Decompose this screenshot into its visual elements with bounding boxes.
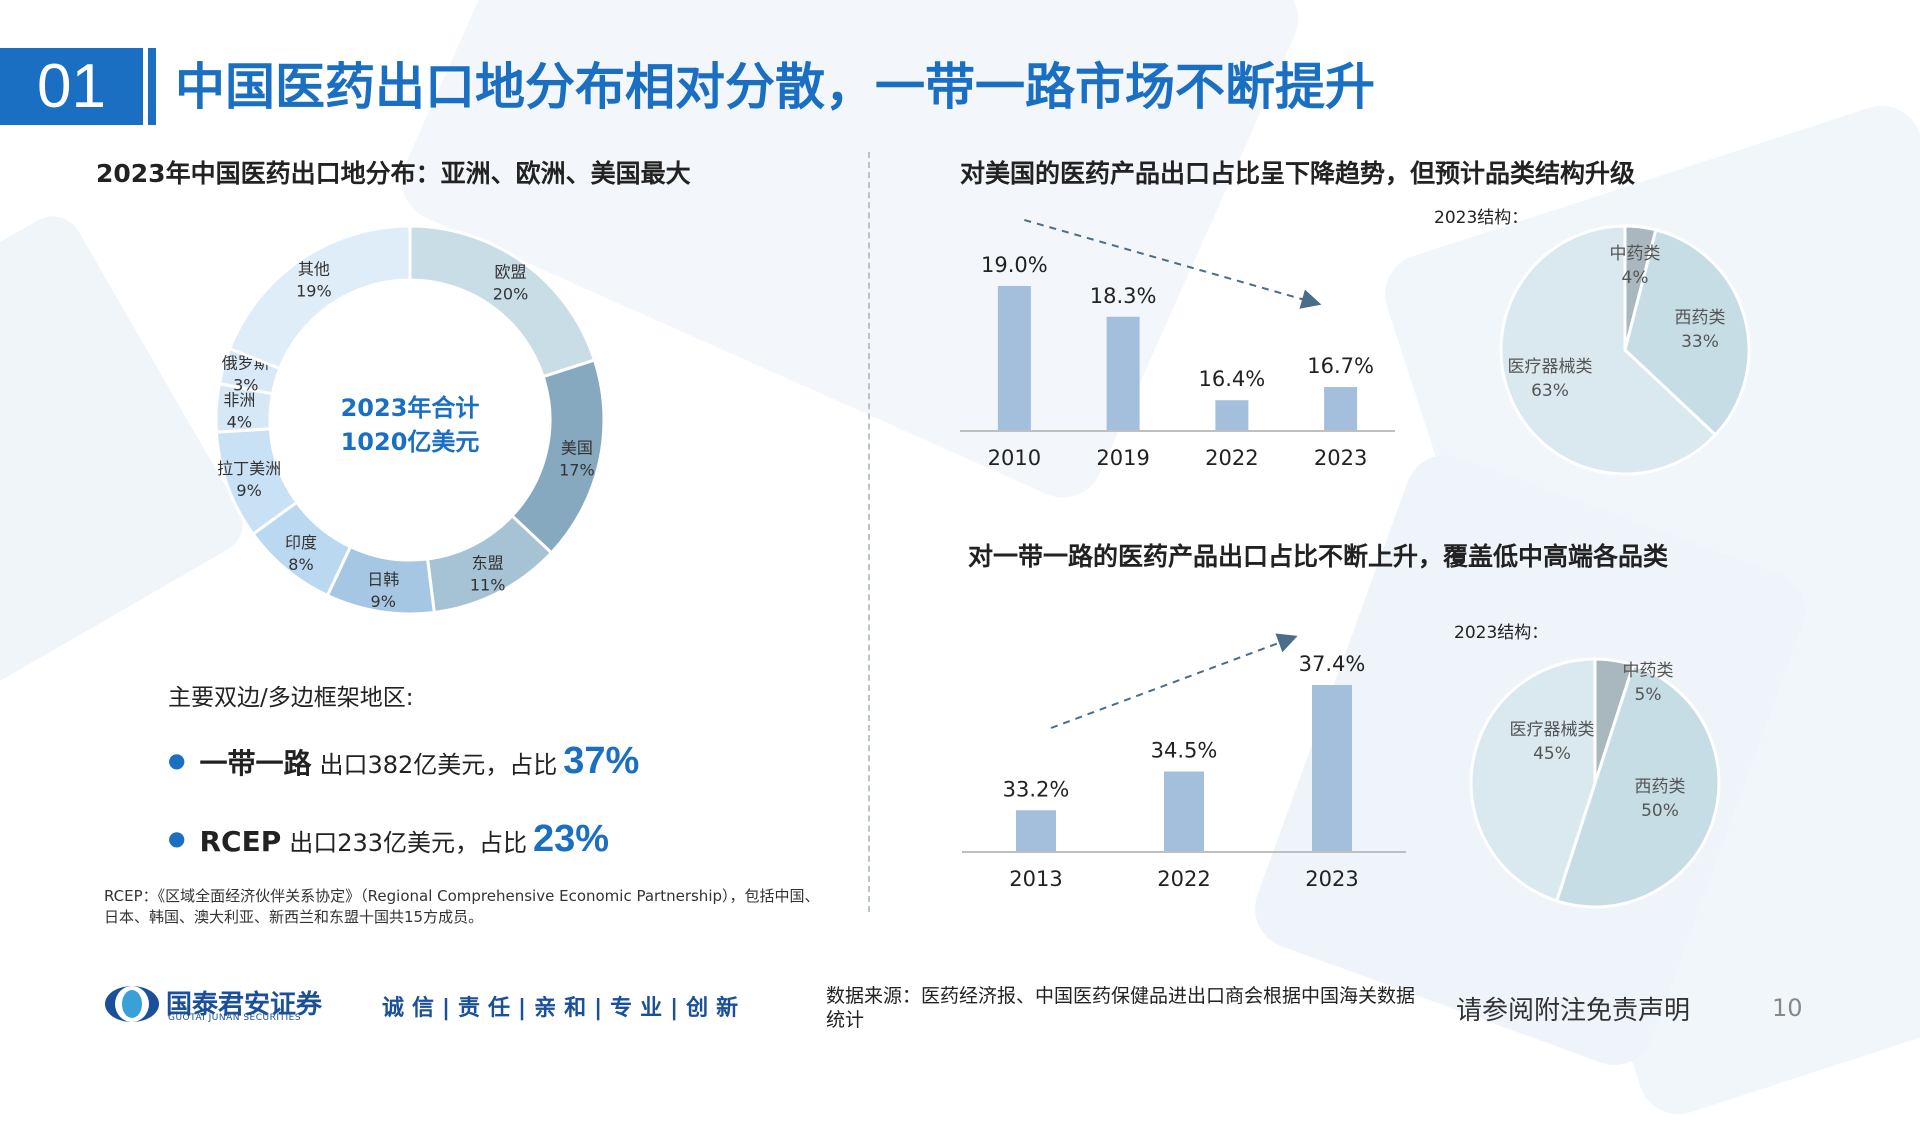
bar-value-label: 18.3% <box>1090 284 1157 308</box>
rcep-footnote: RCEP：《区域全面经济伙伴关系协定》（Regional Comprehensi… <box>104 887 820 926</box>
donut-slice-value: 4% <box>227 412 252 431</box>
title-accent-bar <box>148 48 156 125</box>
us-share-bar-chart: 19.0% 2010 18.3% 2019 16.4% 2022 16.7% 2023 <box>960 219 1395 470</box>
pie-slice-value: 63% <box>1531 381 1569 401</box>
company-slogan: 诚信|责任|亲和|专业|创新 <box>382 996 747 1021</box>
pie-slice-label: 西药类 <box>1675 308 1726 328</box>
bar <box>1106 316 1140 431</box>
pie-slice <box>1499 224 1718 476</box>
trend-arrow <box>1024 219 1322 309</box>
donut-slice-label: 欧盟 <box>495 263 527 282</box>
bullet-dot: ● <box>168 826 186 850</box>
x-tick-label: 2022 <box>1157 867 1210 891</box>
donut-slice-label: 非洲 <box>223 390 255 409</box>
bar <box>1324 387 1358 431</box>
pie-slice-value: 5% <box>1635 685 1662 705</box>
brand-name-english: GUOTAI JUNAN SECURITIES <box>168 1013 302 1023</box>
pie-slice-value: 45% <box>1533 744 1571 764</box>
framework-item-belt-road: ● 一带一路 出口382亿美元，占比 37% <box>168 740 639 783</box>
donut-center-total-value: 1020亿美元 <box>341 428 480 456</box>
bar <box>1016 810 1056 852</box>
bar <box>1164 771 1204 852</box>
bar-value-label: 37.4% <box>1299 652 1366 676</box>
company-logo-icon <box>105 986 159 1022</box>
brand-name: 国泰君安证券 <box>166 990 323 1020</box>
page-number: 10 <box>1772 994 1803 1022</box>
x-tick-label: 2019 <box>1096 446 1149 470</box>
pie-slice-value: 50% <box>1641 801 1679 821</box>
pie-slice-value: 4% <box>1622 268 1649 288</box>
framework-percent: 23% <box>533 818 610 860</box>
bar <box>1312 685 1352 852</box>
framework-text: 出口233亿美元，占比 <box>289 829 528 857</box>
donut-slice-value: 9% <box>371 592 396 611</box>
donut-slice-label: 拉丁美洲 <box>217 459 281 478</box>
data-source: 数据来源：医药经济报、中国医药保健品进出口商会根据中国海关数据统计 <box>826 985 1416 1031</box>
x-tick-label: 2022 <box>1205 446 1258 470</box>
framework-name: RCEP <box>199 825 282 858</box>
donut-slice-label: 日韩 <box>367 570 399 589</box>
donut-slice-value: 9% <box>236 481 261 500</box>
bar <box>997 286 1031 431</box>
destinations-donut-chart: 欧盟20%美国17%东盟11%日韩9%印度8%拉丁美洲9%非洲4%俄罗斯3%其他… <box>214 224 606 616</box>
framework-name: 一带一路 <box>199 747 312 780</box>
pie-slice <box>1623 228 1751 438</box>
us-chart-title: 对美国的医药产品出口占比呈下降趋势，但预计品类结构升级 <box>960 159 1636 188</box>
donut-slice-label: 其他 <box>298 260 330 279</box>
pie-slice-label: 医疗器械类 <box>1510 720 1595 740</box>
pie-slice <box>1469 657 1597 903</box>
donut-slice-label: 东盟 <box>472 553 504 572</box>
x-tick-label: 2013 <box>1009 867 1062 891</box>
x-tick-label: 2023 <box>1314 446 1367 470</box>
pie-slice-label: 中药类 <box>1623 661 1674 681</box>
x-tick-label: 2023 <box>1305 867 1358 891</box>
donut-slice-value: 8% <box>288 555 313 574</box>
donut-slice-value: 19% <box>296 282 332 301</box>
pie-slice-label: 西药类 <box>1635 777 1686 797</box>
bar <box>1215 400 1249 431</box>
pie-title: 2023结构： <box>1434 208 1528 228</box>
vertical-divider <box>868 152 870 912</box>
framework-percent: 37% <box>563 740 640 782</box>
pie-slice-value: 33% <box>1681 332 1719 352</box>
us-structure-pie-chart: 2023结构： 中药类 4% 西药类 33% 医疗器械类 63% <box>1434 208 1751 476</box>
bullet-dot: ● <box>168 748 186 772</box>
bar-value-label: 33.2% <box>1003 777 1070 801</box>
donut-slice <box>227 224 412 371</box>
belt-road-structure-pie-chart: 2023结构： 中药类 5% 西药类 50% 医疗器械类 45% <box>1454 623 1721 909</box>
framework-text: 出口382亿美元，占比 <box>319 751 558 779</box>
section-number: 01 <box>0 48 143 125</box>
pie-slice <box>1554 663 1721 909</box>
framework-item-rcep: ● RCEP 出口233亿美元，占比 23% <box>168 818 609 861</box>
x-tick-label: 2010 <box>988 446 1041 470</box>
disclaimer-note: 请参阅附注免责声明 <box>1456 996 1691 1026</box>
donut-slice-value: 20% <box>493 285 529 304</box>
frameworks-title: 主要双边/多边框架地区: <box>168 685 414 711</box>
donut-slice-label: 印度 <box>285 533 317 552</box>
page-title: 中国医药出口地分布相对分散，一带一路市场不断提升 <box>175 58 1375 116</box>
pie-title: 2023结构： <box>1454 623 1548 643</box>
bar-value-label: 34.5% <box>1151 738 1218 762</box>
bar-value-label: 19.0% <box>981 253 1048 277</box>
trend-arrow <box>1050 633 1298 729</box>
donut-center-total-label: 2023年合计 <box>341 394 480 422</box>
belt-road-chart-title: 对一带一路的医药产品出口占比不断上升，覆盖低中高端各品类 <box>968 542 1669 571</box>
belt-road-share-bar-chart: 33.2% 2013 34.5% 2022 37.4% 2023 <box>962 633 1406 891</box>
donut-slice-value: 17% <box>559 460 595 479</box>
donut-slice-value: 3% <box>233 375 258 394</box>
pie-slice-label: 中药类 <box>1610 244 1661 264</box>
donut-slice-value: 11% <box>470 575 506 594</box>
donut-slice-label: 美国 <box>561 438 593 457</box>
pie-slice-label: 医疗器械类 <box>1508 357 1593 377</box>
bar-value-label: 16.4% <box>1199 367 1266 391</box>
destinations-chart-title: 2023年中国医药出口地分布：亚洲、欧洲、美国最大 <box>96 159 691 188</box>
bar-value-label: 16.7% <box>1307 354 1374 378</box>
